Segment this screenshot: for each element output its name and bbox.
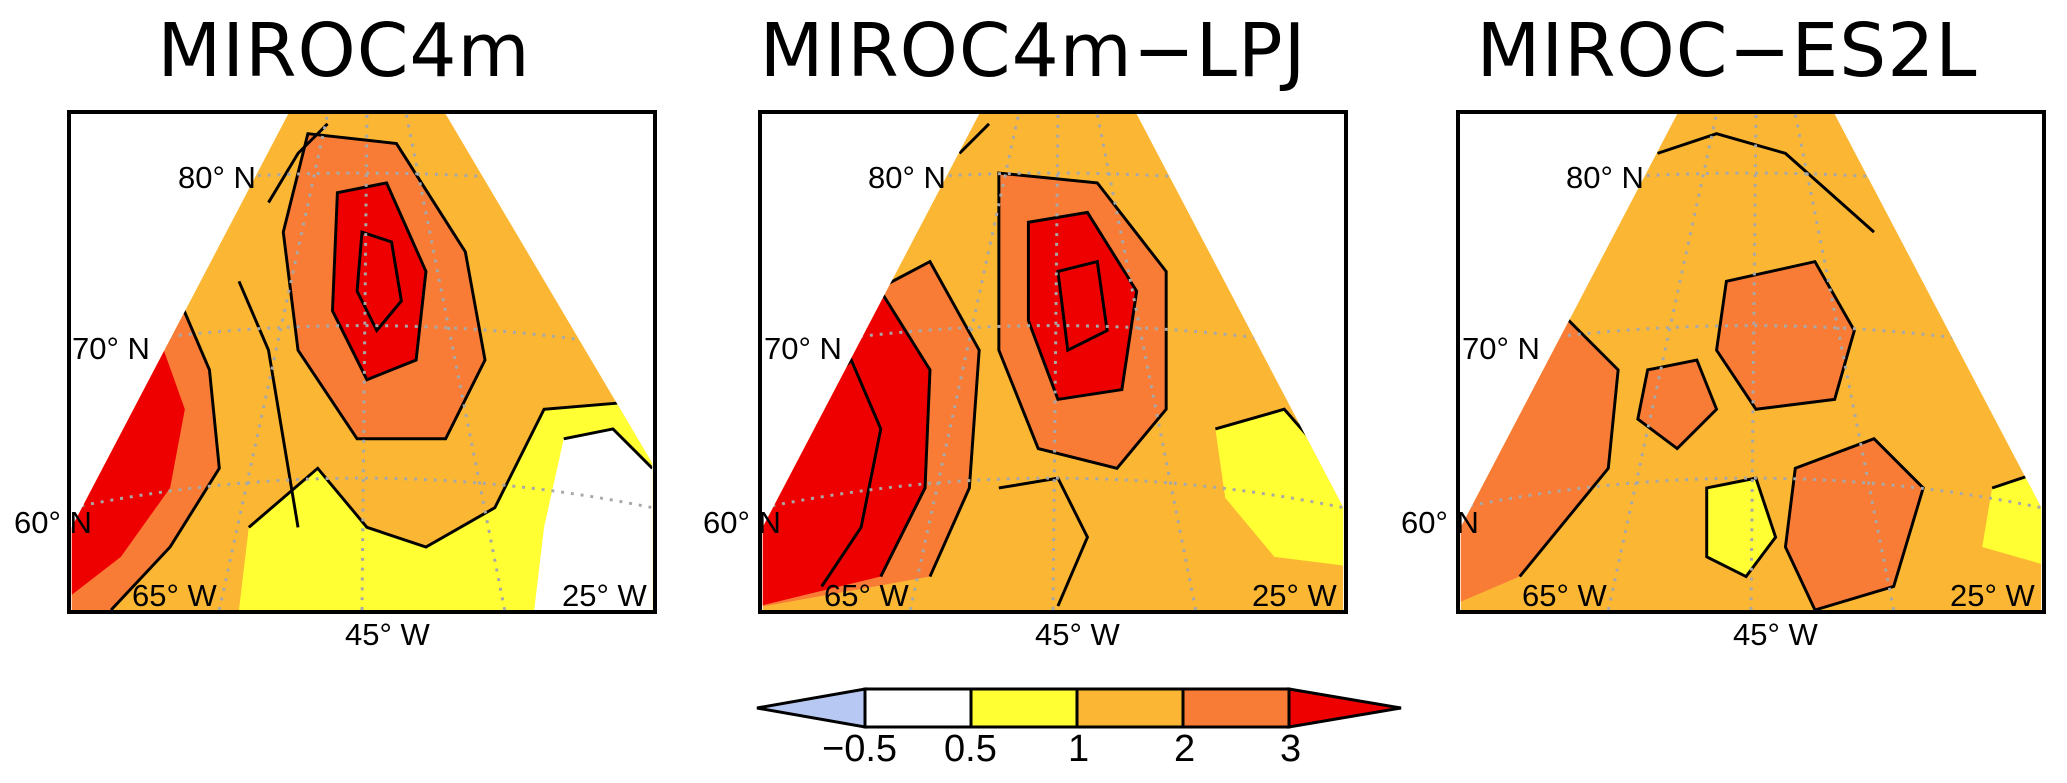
colorbar-tick-1: 1	[1068, 728, 1090, 770]
lon-label-65w: 65° W	[824, 578, 909, 613]
graticule	[762, 114, 1344, 610]
lat-label-60n: 60° N	[703, 505, 781, 540]
lon-label-25w: 25° W	[1252, 578, 1337, 613]
field-neg0-5-to-0-5	[534, 428, 653, 610]
lat-label-70n: 70° N	[1462, 331, 1540, 366]
colorbar-swatch-below-neg0-5	[756, 687, 867, 729]
field-2-to-3	[1637, 360, 1717, 449]
lon-label-45w: 45° W	[1733, 617, 1818, 652]
lat-label-80n: 80° N	[868, 160, 946, 195]
map-miroc-es2l	[1460, 114, 2042, 610]
field-above-3	[332, 182, 426, 380]
colorbar-swatch-2-to-3	[1181, 687, 1291, 729]
lon-label-25w: 25° W	[562, 578, 647, 613]
colorbar-swatch-neg0-5-to-0-5	[863, 687, 973, 729]
field-0-5-to-1	[1706, 478, 1776, 577]
lon-label-25w: 25° W	[1950, 578, 2035, 613]
colorbar-swatch-above-3	[1287, 687, 1402, 729]
lat-label-70n: 70° N	[764, 331, 842, 366]
panel-title-miroc4m-lpj: MIROC4m−LPJ	[759, 8, 1307, 94]
lon-label-45w: 45° W	[1035, 617, 1120, 652]
field-2-to-3	[1716, 261, 1855, 410]
map-miroc4m	[71, 114, 653, 610]
colorbar-tick-2: 2	[1174, 728, 1196, 770]
lon-label-65w: 65° W	[1522, 578, 1607, 613]
panel-title-miroc-es2l: MIROC−ES2L	[1476, 8, 1978, 94]
graticule	[1460, 114, 2042, 610]
colorbar-swatch-0-5-to-1	[969, 687, 1079, 729]
contour-lines	[71, 122, 653, 610]
lon-label-45w: 45° W	[345, 617, 430, 652]
panel-title-miroc4m: MIROC4m	[157, 8, 531, 94]
lon-label-65w: 65° W	[132, 578, 217, 613]
map-miroc4m-lpj	[762, 114, 1344, 610]
graticule	[71, 114, 653, 610]
lat-label-60n: 60° N	[1401, 505, 1479, 540]
field-2-to-3	[1785, 438, 1924, 610]
lat-label-80n: 80° N	[178, 160, 256, 195]
colorbar-tick-neg0-5: −0.5	[822, 728, 898, 770]
lat-label-70n: 70° N	[72, 331, 150, 366]
map-panel-miroc4m	[67, 110, 657, 614]
colorbar-swatch-1-to-2	[1075, 687, 1185, 729]
lat-label-80n: 80° N	[1566, 160, 1644, 195]
map-panel-miroc4m-lpj	[758, 110, 1348, 614]
colorbar-tick-3: 3	[1280, 728, 1302, 770]
map-panel-miroc-es2l	[1456, 110, 2046, 614]
colorbar-tick-0-5: 0.5	[944, 728, 997, 770]
lat-label-60n: 60° N	[14, 505, 92, 540]
colorbar	[756, 687, 1402, 729]
